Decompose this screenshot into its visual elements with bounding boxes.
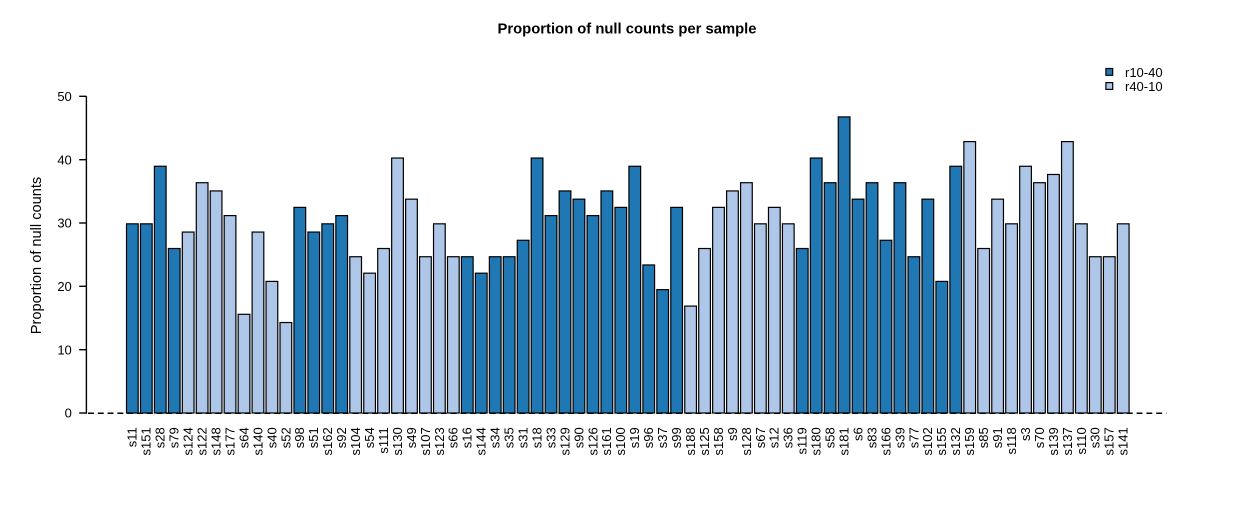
svg-text:s125: s125 xyxy=(697,427,712,455)
svg-text:s126: s126 xyxy=(585,427,600,455)
svg-text:s98: s98 xyxy=(292,427,307,448)
svg-text:s6: s6 xyxy=(850,427,865,441)
svg-text:s123: s123 xyxy=(432,427,447,455)
svg-text:r40-10: r40-10 xyxy=(1125,79,1163,94)
svg-text:40: 40 xyxy=(57,152,71,167)
svg-text:s37: s37 xyxy=(655,427,670,448)
svg-text:Proportion of null counts per: Proportion of null counts per sample xyxy=(498,22,757,38)
svg-text:s118: s118 xyxy=(1004,427,1019,454)
svg-text:s124: s124 xyxy=(181,427,196,455)
svg-text:s91: s91 xyxy=(990,427,1005,448)
svg-text:s104: s104 xyxy=(348,427,363,455)
svg-text:s83: s83 xyxy=(864,427,879,448)
svg-text:s64: s64 xyxy=(236,427,251,448)
svg-text:s96: s96 xyxy=(641,427,656,448)
svg-text:s34: s34 xyxy=(488,427,503,448)
svg-text:s151: s151 xyxy=(139,427,154,455)
svg-text:s92: s92 xyxy=(334,427,349,448)
svg-text:30: 30 xyxy=(57,216,71,231)
svg-text:s181: s181 xyxy=(837,427,852,455)
svg-text:20: 20 xyxy=(57,279,71,294)
svg-text:s107: s107 xyxy=(418,427,433,455)
svg-text:s166: s166 xyxy=(878,427,893,455)
svg-text:s35: s35 xyxy=(502,427,517,448)
svg-text:s52: s52 xyxy=(278,427,293,448)
svg-text:s90: s90 xyxy=(571,427,586,448)
svg-text:s67: s67 xyxy=(753,427,768,448)
svg-text:s158: s158 xyxy=(711,427,726,455)
svg-text:s122: s122 xyxy=(195,427,210,455)
svg-text:s110: s110 xyxy=(1074,427,1089,454)
svg-text:s162: s162 xyxy=(320,427,335,455)
svg-text:s130: s130 xyxy=(390,427,405,455)
svg-text:s159: s159 xyxy=(962,427,977,455)
svg-text:s157: s157 xyxy=(1102,427,1117,455)
svg-text:s129: s129 xyxy=(557,427,572,455)
svg-text:s33: s33 xyxy=(543,427,558,448)
svg-text:s132: s132 xyxy=(948,427,963,455)
svg-text:s137: s137 xyxy=(1060,427,1075,455)
svg-text:10: 10 xyxy=(57,342,71,357)
svg-text:50: 50 xyxy=(57,89,71,104)
svg-text:s12: s12 xyxy=(767,427,782,448)
svg-text:s140: s140 xyxy=(250,427,265,455)
svg-text:s39: s39 xyxy=(892,427,907,448)
svg-text:s180: s180 xyxy=(809,427,824,455)
svg-text:s77: s77 xyxy=(906,427,921,448)
svg-text:s31: s31 xyxy=(516,427,531,448)
svg-text:s36: s36 xyxy=(781,427,796,448)
svg-text:s85: s85 xyxy=(976,427,991,448)
svg-text:Proportion of null counts: Proportion of null counts xyxy=(29,177,45,334)
svg-text:s99: s99 xyxy=(669,427,684,448)
svg-text:s119: s119 xyxy=(795,427,810,454)
svg-text:s49: s49 xyxy=(404,427,419,448)
svg-text:s40: s40 xyxy=(264,427,279,448)
svg-text:s188: s188 xyxy=(683,427,698,455)
svg-text:0: 0 xyxy=(65,406,72,421)
svg-text:s3: s3 xyxy=(1018,427,1033,441)
svg-text:s70: s70 xyxy=(1032,427,1047,448)
svg-text:s148: s148 xyxy=(208,427,223,455)
svg-text:s19: s19 xyxy=(627,427,642,448)
svg-text:s141: s141 xyxy=(1116,427,1131,455)
svg-text:s18: s18 xyxy=(529,427,544,448)
svg-text:s100: s100 xyxy=(613,427,628,455)
svg-text:s30: s30 xyxy=(1088,427,1103,448)
svg-text:s28: s28 xyxy=(153,427,168,448)
svg-text:s102: s102 xyxy=(920,427,935,455)
svg-text:r10-40: r10-40 xyxy=(1125,65,1163,80)
svg-text:s16: s16 xyxy=(460,427,475,448)
svg-text:s128: s128 xyxy=(739,427,754,455)
svg-text:s111: s111 xyxy=(376,427,391,453)
svg-text:s54: s54 xyxy=(362,427,377,448)
svg-text:s79: s79 xyxy=(167,427,182,448)
svg-text:s9: s9 xyxy=(725,427,740,441)
svg-text:s58: s58 xyxy=(823,427,838,448)
svg-text:s144: s144 xyxy=(474,427,489,455)
svg-text:s66: s66 xyxy=(446,427,461,448)
svg-text:s139: s139 xyxy=(1046,427,1061,455)
svg-text:s161: s161 xyxy=(599,427,614,455)
svg-text:s11: s11 xyxy=(125,427,140,447)
svg-text:s155: s155 xyxy=(934,427,949,455)
svg-text:s51: s51 xyxy=(306,427,321,448)
svg-text:s177: s177 xyxy=(222,427,237,455)
